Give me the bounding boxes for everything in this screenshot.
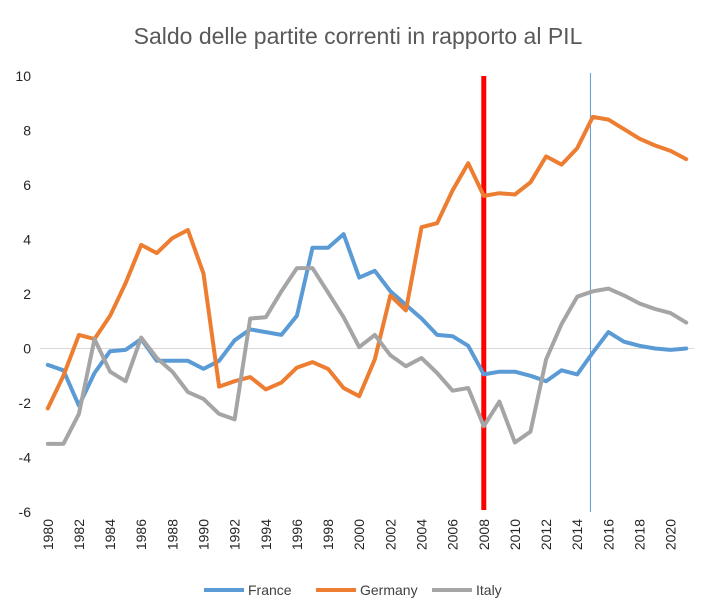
x-tick-label: 2014 bbox=[569, 519, 585, 550]
x-tick-label: 2004 bbox=[414, 519, 430, 550]
x-tick-label: 1984 bbox=[102, 519, 118, 550]
x-tick-label: 1998 bbox=[320, 519, 336, 550]
vertical-markers bbox=[481, 73, 591, 512]
x-tick-label: 2008 bbox=[476, 519, 492, 550]
x-axis-tick-labels: 1980 1982 1984 1986 1988 1990 1992 1994 1996 1998… bbox=[40, 519, 679, 550]
legend-label-italy: Italy bbox=[476, 582, 502, 598]
x-tick-label: 1992 bbox=[227, 519, 243, 550]
x-tick-label: 1982 bbox=[71, 519, 87, 550]
y-tick-label: 6 bbox=[23, 177, 31, 193]
y-tick-label: 2 bbox=[23, 286, 31, 302]
x-tick-label: 2000 bbox=[351, 519, 367, 550]
y-tick-label: -2 bbox=[19, 395, 32, 411]
y-tick-label: 8 bbox=[23, 123, 31, 139]
x-tick-label: 1986 bbox=[133, 519, 149, 550]
x-tick-label: 2006 bbox=[445, 519, 461, 550]
series-line-italy bbox=[45, 266, 689, 446]
x-tick-label: 2002 bbox=[382, 519, 398, 550]
x-tick-label: 1990 bbox=[196, 519, 212, 550]
y-tick-label: 0 bbox=[23, 341, 31, 357]
x-tick-label: 1996 bbox=[289, 519, 305, 550]
legend-label-france: France bbox=[248, 582, 292, 598]
x-tick-label: 2012 bbox=[538, 519, 554, 550]
y-tick-label: -6 bbox=[19, 504, 32, 520]
y-tick-label: 4 bbox=[23, 232, 31, 248]
series-line-germany bbox=[45, 114, 689, 411]
legend: France Germany Italy bbox=[204, 582, 502, 598]
x-tick-label: 2020 bbox=[663, 519, 679, 550]
legend-label-germany: Germany bbox=[360, 582, 418, 598]
x-tick-label: 2016 bbox=[600, 519, 616, 550]
y-tick-label: 10 bbox=[15, 68, 31, 84]
x-tick-label: 2018 bbox=[632, 519, 648, 550]
x-tick-label: 1980 bbox=[40, 519, 56, 550]
series-lines bbox=[45, 114, 689, 446]
y-axis-tick-labels: -6 -4 -2 0 2 4 6 8 10 bbox=[15, 68, 31, 520]
y-tick-label: -4 bbox=[19, 450, 32, 466]
x-tick-label: 1994 bbox=[258, 519, 274, 550]
chart-title: Saldo delle partite correnti in rapporto… bbox=[134, 23, 583, 49]
x-tick-label: 1988 bbox=[164, 519, 180, 550]
x-tick-label: 2010 bbox=[507, 519, 523, 550]
